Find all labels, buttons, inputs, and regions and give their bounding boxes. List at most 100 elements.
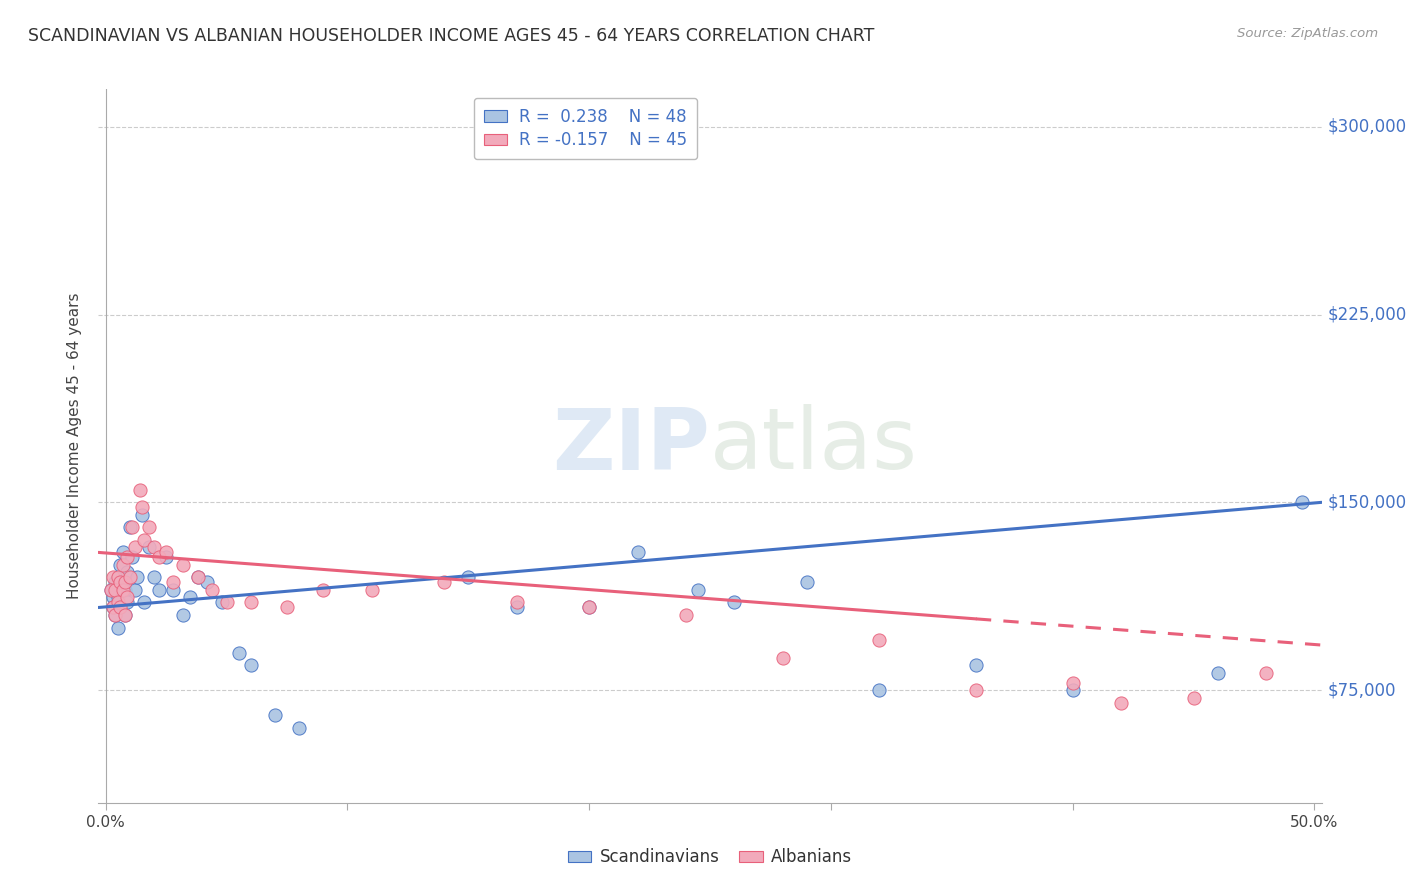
Point [107,570,129,584]
Y-axis label: Householder Income Ages 45 - 64 years: Householder Income Ages 45 - 64 years [67,293,83,599]
Point [276,600,298,615]
Point [965,658,987,673]
Point [215,595,238,609]
Point [626,545,648,559]
Point [578,600,600,615]
Point [104,607,127,622]
Point [1206,665,1229,680]
Point [433,575,456,590]
Point [111,558,134,572]
Point [868,683,890,698]
Point [138,541,160,555]
Point [107,595,129,609]
Point [143,541,166,555]
Point [143,570,166,584]
Point [505,600,527,615]
Point [124,582,146,597]
Point [108,558,131,572]
Point [118,520,141,534]
Point [288,721,311,735]
Point [124,541,146,555]
Point [1254,665,1277,680]
Point [457,570,479,584]
Point [155,550,177,565]
Point [101,591,124,605]
Point [104,607,127,622]
Point [134,533,156,547]
Point [114,582,136,597]
Point [118,570,141,584]
Point [186,570,208,584]
Point [162,582,184,597]
Point [117,550,139,565]
Point [796,575,818,590]
Point [114,575,136,590]
Point [148,582,170,597]
Point [138,520,160,534]
Point [111,545,134,559]
Point [201,582,224,597]
Point [239,658,262,673]
Point [101,570,124,584]
Point [108,600,131,615]
Point [131,508,153,522]
Point [1291,495,1313,509]
Point [128,483,150,497]
Point [107,591,129,605]
Point [134,595,156,609]
Text: $150,000: $150,000 [1327,493,1406,511]
Text: $225,000: $225,000 [1327,306,1406,324]
Point [675,607,697,622]
Point [772,650,794,665]
Point [101,600,124,615]
Point [107,570,129,584]
Point [239,595,262,609]
Point [360,582,382,597]
Point [179,591,201,605]
Point [114,607,136,622]
Point [111,582,134,597]
Text: $300,000: $300,000 [1327,118,1406,136]
Point [1062,675,1084,690]
Text: atlas: atlas [710,404,918,488]
Point [131,500,153,515]
Point [121,520,143,534]
Point [723,595,745,609]
Text: Source: ZipAtlas.com: Source: ZipAtlas.com [1237,27,1378,40]
Point [121,550,143,565]
Point [312,582,335,597]
Point [172,558,194,572]
Point [1062,683,1084,698]
Point [117,566,139,580]
Point [965,683,987,698]
Point [155,545,177,559]
Point [264,708,287,723]
Text: $75,000: $75,000 [1327,681,1396,699]
Point [172,607,194,622]
Point [148,550,170,565]
Point [108,575,131,590]
Point [868,633,890,648]
Point [104,582,127,597]
Point [111,575,134,590]
Point [228,646,250,660]
Point [1182,690,1205,705]
Point [104,575,127,590]
Point [114,607,136,622]
Point [101,600,124,615]
Point [195,575,218,590]
Point [1109,696,1132,710]
Legend: Scandinavians, Albanians: Scandinavians, Albanians [561,842,859,873]
Point [127,570,149,584]
Point [186,570,208,584]
Point [162,575,184,590]
Text: SCANDINAVIAN VS ALBANIAN HOUSEHOLDER INCOME AGES 45 - 64 YEARS CORRELATION CHART: SCANDINAVIAN VS ALBANIAN HOUSEHOLDER INC… [28,27,875,45]
Point [117,595,139,609]
Point [100,582,122,597]
Point [578,600,600,615]
Point [100,582,122,597]
Point [686,582,709,597]
Point [107,621,129,635]
Point [108,600,131,615]
Point [117,591,139,605]
